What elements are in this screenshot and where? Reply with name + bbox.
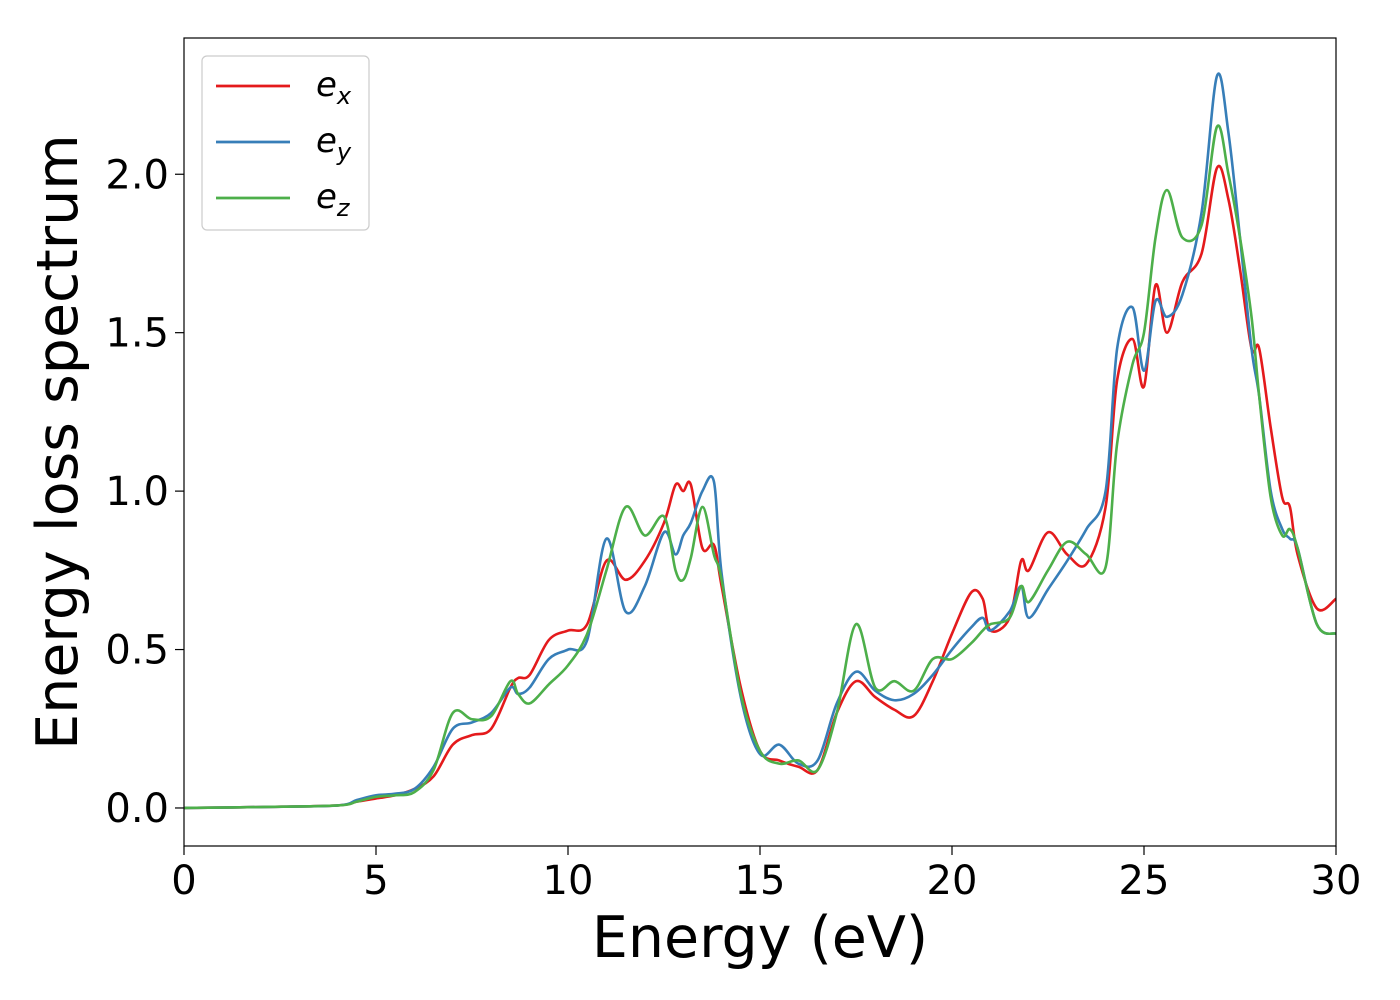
x-axis-ticks: 0 5 10 15 20 25 30 (171, 846, 1361, 904)
legend-label-main: e (316, 65, 337, 105)
series-line-e-z (184, 124, 1336, 810)
x-tick-label: 0 (171, 858, 196, 904)
legend-label-subscript: x (336, 82, 352, 110)
y-tick-label: 1.5 (105, 311, 169, 357)
x-tick-label: 20 (927, 858, 978, 904)
legend-label-subscript: y (336, 138, 352, 166)
y-axis-label: Energy loss spectrum (25, 134, 91, 750)
series-lines (184, 72, 1336, 810)
legend-label-subscript: z (336, 194, 351, 222)
x-axis-label: Energy (eV) (592, 905, 928, 971)
y-tick-label: 2.0 (105, 152, 169, 198)
y-tick-label: 1.0 (105, 469, 169, 515)
y-tick-label: 0.0 (105, 786, 169, 832)
x-tick-label: 25 (1119, 858, 1170, 904)
series-line-e-x (184, 164, 1336, 810)
x-tick-label: 5 (363, 858, 388, 904)
x-tick-label: 15 (735, 858, 786, 904)
legend-label: ey (316, 121, 352, 166)
x-tick-label: 10 (543, 858, 594, 904)
legend-label-main: e (316, 121, 337, 161)
legend-label-main: e (316, 177, 337, 217)
legend-label: ez (316, 177, 351, 222)
y-tick-label: 0.5 (105, 628, 169, 674)
x-tick-label: 30 (1311, 858, 1362, 904)
series-line-e-y (184, 72, 1336, 810)
y-axis-ticks: 0.0 0.5 1.0 1.5 2.0 (105, 152, 184, 832)
legend-label: ex (316, 65, 352, 110)
